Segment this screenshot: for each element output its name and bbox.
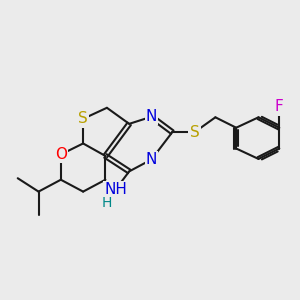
- Text: N: N: [146, 109, 157, 124]
- Text: O: O: [55, 147, 67, 162]
- Text: F: F: [275, 99, 284, 114]
- Text: S: S: [190, 125, 200, 140]
- Text: NH: NH: [104, 182, 127, 197]
- Text: S: S: [78, 111, 88, 126]
- Text: H: H: [102, 196, 112, 210]
- Text: N: N: [146, 152, 157, 167]
